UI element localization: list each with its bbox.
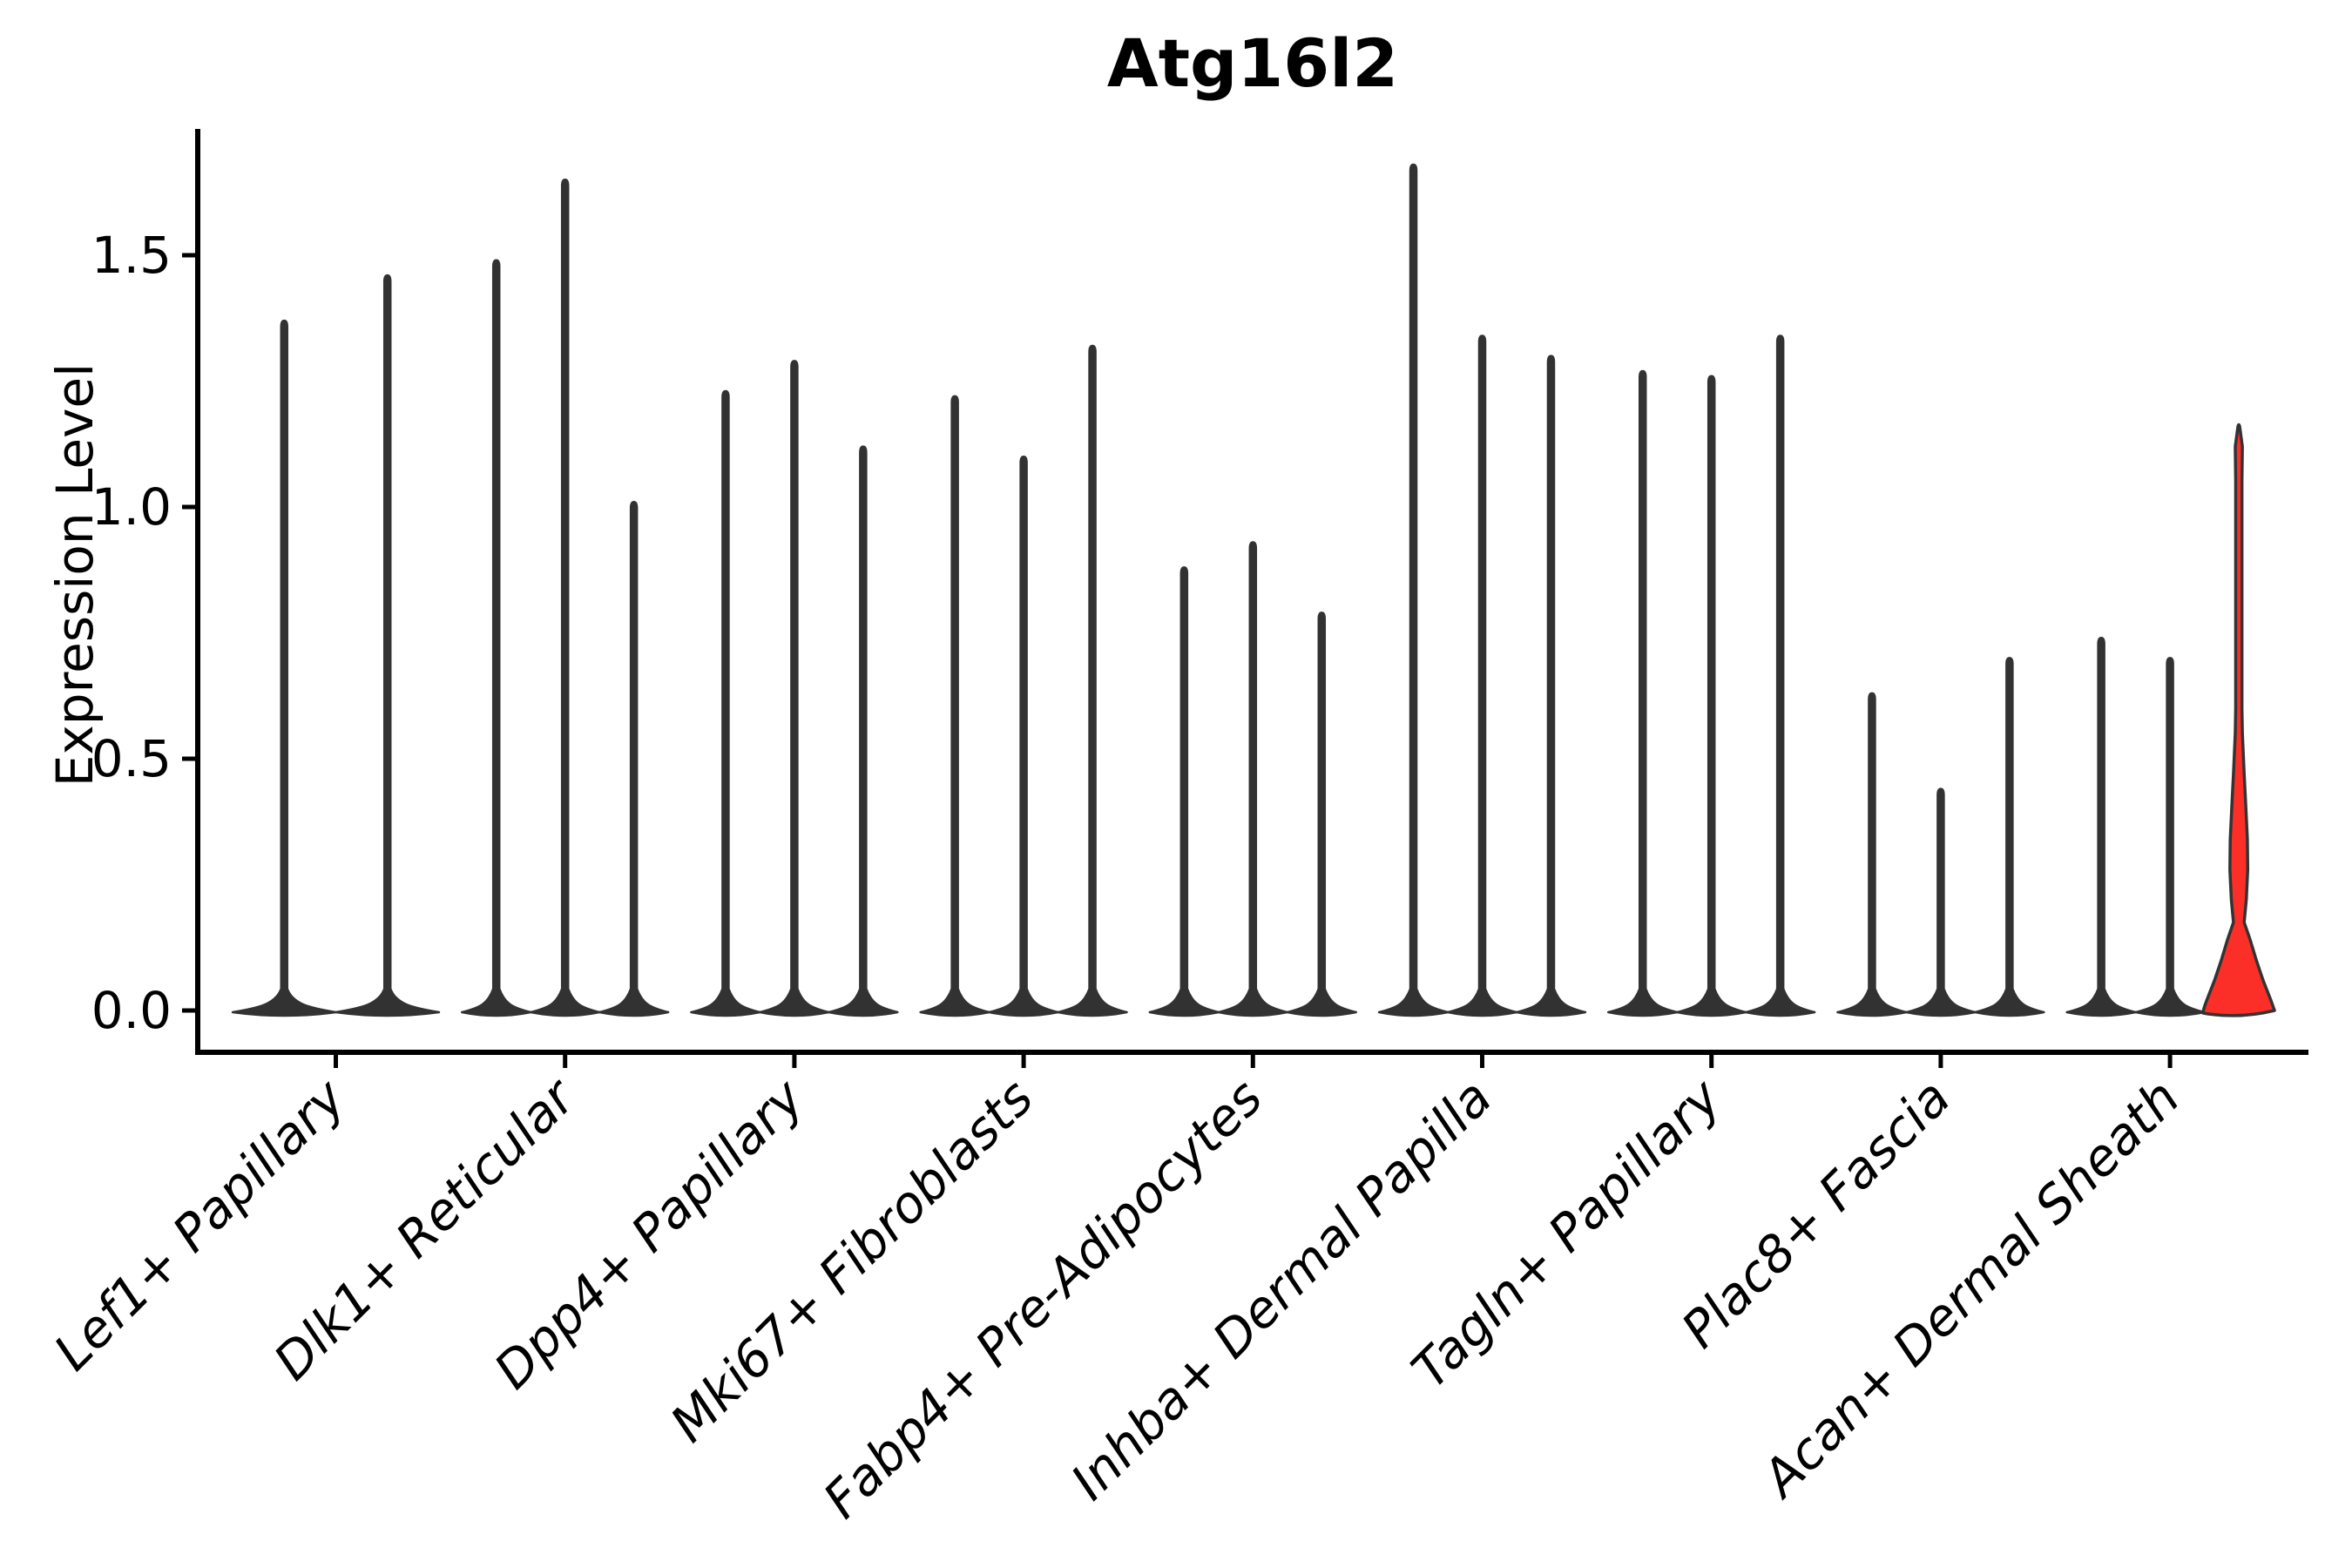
violin: [2134, 657, 2206, 1017]
violin: [335, 274, 441, 1017]
violin: [1286, 612, 1357, 1017]
violin: [1675, 375, 1747, 1017]
violin: [828, 445, 899, 1017]
violin: [690, 389, 761, 1017]
violin: [988, 455, 1059, 1017]
violin: [2065, 637, 2137, 1017]
violin: [461, 259, 532, 1017]
violin-highlighted: [2201, 422, 2276, 1017]
violin: [1148, 566, 1220, 1017]
violin: [1905, 787, 1977, 1017]
violin: [1515, 355, 1587, 1017]
violin: [1744, 335, 1816, 1017]
y-tick-label: 1.0: [91, 477, 172, 537]
y-tick-label: 0.5: [91, 729, 172, 788]
x-tick-label: Fabp4+ Pre-Adipocytes: [812, 1068, 1274, 1530]
x-tick-label: Inhba+ Dermal Papilla: [1059, 1068, 1503, 1511]
violin: [231, 319, 337, 1017]
violin: [1836, 692, 1908, 1017]
violin: [1217, 541, 1289, 1017]
violin: [529, 179, 601, 1017]
violin: [1974, 657, 2045, 1017]
violin: [1607, 369, 1679, 1017]
violin: [919, 395, 990, 1017]
chart-title: Atg16l2: [1106, 24, 1399, 102]
violin: [1446, 335, 1518, 1017]
violin: [1377, 163, 1450, 1017]
y-tick-label: 0.0: [91, 981, 172, 1040]
violin: [598, 500, 670, 1017]
violin: [759, 360, 830, 1017]
y-axis-label: Expression Level: [45, 362, 105, 787]
x-tick-label: Acan+ Dermal Sheath: [1748, 1068, 2191, 1511]
violin: [1057, 344, 1128, 1017]
y-tick-label: 1.5: [91, 226, 172, 285]
